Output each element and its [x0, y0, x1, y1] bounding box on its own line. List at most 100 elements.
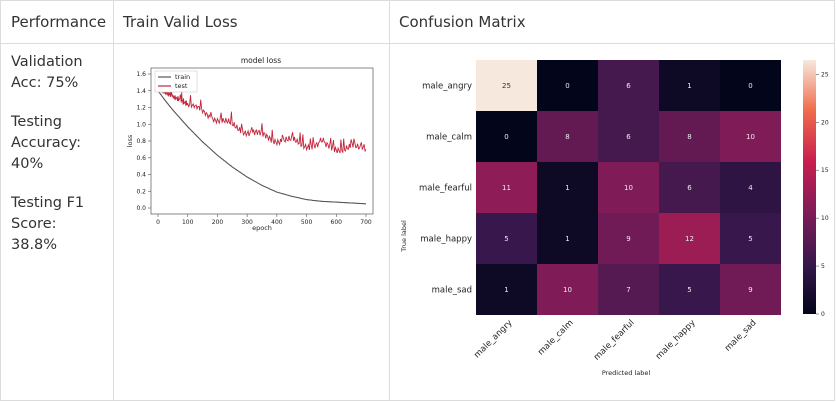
- cm-cell-value: 10: [563, 286, 572, 294]
- validation-accuracy: Validation Acc: 75%: [11, 54, 83, 91]
- cm-cell: [476, 60, 537, 111]
- loss-chart: model loss epoch loss 0 100 200 300 400 500 60…: [126, 56, 374, 232]
- header-confusion-matrix: Confusion Matrix: [399, 13, 526, 31]
- cm-cell-value: 6: [626, 133, 631, 141]
- cm-cell-value: 5: [748, 235, 752, 243]
- colorbar-tick-label: 0: [821, 311, 825, 318]
- cm-cell-value: 0: [565, 82, 569, 90]
- loss-y-axis-label: loss: [126, 134, 134, 147]
- cm-cell: [476, 213, 537, 264]
- loss-series-train: [157, 90, 366, 205]
- loss-x-tick-label: 100: [182, 219, 194, 226]
- loss-x-tick-label: 400: [271, 219, 283, 226]
- cm-cell-value: 0: [748, 82, 752, 90]
- cm-cell: [476, 162, 537, 213]
- cm-cell-value: 10: [746, 133, 755, 141]
- loss-x-tick-label: 200: [212, 219, 224, 226]
- loss-y-tick-label: 1.6: [136, 71, 146, 78]
- cm-cell: [720, 162, 781, 213]
- cm-row-label: male_sad: [432, 286, 472, 296]
- loss-y-tick-label: 0.0: [136, 205, 146, 212]
- loss-y-tick-label: 1.0: [136, 121, 146, 128]
- cm-col-label: male_happy: [654, 318, 698, 362]
- loss-y-tick-label: 0.8: [136, 138, 146, 145]
- colorbar-tick-label: 20: [821, 119, 829, 126]
- cm-cell-value: 6: [687, 184, 692, 192]
- header-divider: [0, 43, 835, 44]
- cm-cell: [659, 111, 720, 162]
- loss-legend: train test: [154, 70, 198, 93]
- cm-cell-value: 25: [502, 82, 511, 90]
- cm-cell-value: 11: [502, 184, 511, 192]
- legend-test-label: test: [175, 82, 188, 90]
- cm-cell: [720, 60, 781, 111]
- cm-cell-value: 7: [626, 286, 630, 294]
- colorbar-tick-label: 10: [821, 215, 829, 222]
- cm-cell-value: 6: [626, 82, 631, 90]
- cm-cell-value: 10: [624, 184, 633, 192]
- cm-cell: [598, 111, 659, 162]
- loss-x-tick-label: 300: [241, 219, 253, 226]
- cm-cell-value: 1: [504, 286, 508, 294]
- column-divider-2: [389, 0, 390, 401]
- loss-plot-frame: [150, 67, 374, 215]
- cm-cell: [598, 162, 659, 213]
- cm-cell-value: 1: [565, 235, 569, 243]
- testing-accuracy: Testing Accuracy: 40%: [11, 114, 82, 172]
- testing-f1-score: Testing F1 Score: 38.8%: [11, 195, 85, 253]
- cm-row-label: male_angry: [422, 82, 472, 92]
- loss-x-axis-label: epoch: [252, 224, 272, 232]
- cm-cell-value: 1: [687, 82, 691, 90]
- loss-y-tick-label: 1.2: [136, 105, 146, 112]
- cm-cell-value: 8: [565, 133, 569, 141]
- cm-cell-value: 9: [626, 235, 630, 243]
- cm-cell-value: 5: [687, 286, 691, 294]
- cm-cell: [659, 264, 720, 315]
- cm-cell: [598, 264, 659, 315]
- colorbar-tick-label: 25: [821, 71, 829, 78]
- cm-cell-value: 8: [687, 133, 691, 141]
- cm-cell-value: 0: [504, 133, 508, 141]
- cm-cell: [720, 111, 781, 162]
- loss-x-tick-label: 500: [301, 219, 313, 226]
- cm-cell: [720, 264, 781, 315]
- colorbar-tick-label: 5: [821, 263, 825, 270]
- cm-cell: [720, 213, 781, 264]
- cm-cell: [659, 213, 720, 264]
- loss-y-tick-label: 1.4: [136, 88, 146, 95]
- cm-row-label: male_calm: [426, 133, 472, 143]
- cm-cell: [659, 162, 720, 213]
- legend-train-label: train: [175, 73, 190, 81]
- cm-col-label: male_angry: [472, 318, 514, 360]
- loss-y-tick-label: 0.6: [136, 155, 146, 162]
- cm-cell-value: 12: [685, 235, 694, 243]
- column-divider-1: [113, 0, 114, 401]
- loss-legend-box: [154, 70, 198, 93]
- loss-x-tick-label: 0: [156, 219, 160, 226]
- cm-cell: [476, 264, 537, 315]
- performance-metrics: Validation Acc: 75% Testing Accuracy: 40…: [11, 52, 107, 274]
- cm-row-label: male_fearful: [419, 184, 472, 194]
- colorbar: [803, 60, 816, 314]
- cm-cell: [537, 162, 598, 213]
- loss-y-tick-label: 0.4: [136, 172, 146, 179]
- cm-col-label: male_calm: [536, 318, 575, 357]
- cm-row-label: male_happy: [420, 235, 472, 245]
- cm-cell-value: 9: [748, 286, 752, 294]
- cm-cell: [537, 213, 598, 264]
- loss-y-tick-label: 0.2: [136, 188, 146, 195]
- cm-cell-value: 5: [504, 235, 508, 243]
- cm-cell: [537, 60, 598, 111]
- cm-col-label: male_sad: [723, 318, 759, 354]
- cm-x-axis-label: Predicted label: [602, 369, 650, 377]
- cm-col-label: male_fearful: [592, 318, 637, 363]
- cm-cell: [659, 60, 720, 111]
- cm-cell: [598, 60, 659, 111]
- loss-x-tick-label: 700: [360, 219, 372, 226]
- cm-cell: [476, 111, 537, 162]
- loss-chart-title: model loss: [241, 56, 281, 65]
- loss-series-test: [157, 79, 367, 154]
- cm-cell: [598, 213, 659, 264]
